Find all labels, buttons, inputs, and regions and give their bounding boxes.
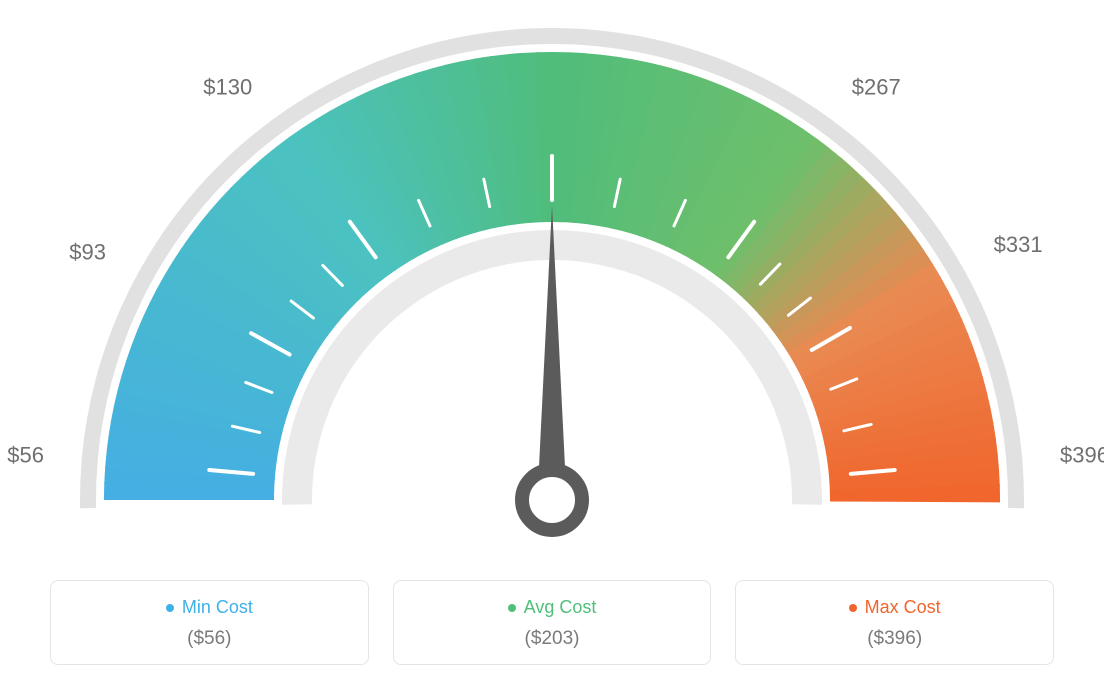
legend-title-min: Min Cost (63, 597, 356, 618)
svg-text:$267: $267 (852, 74, 901, 99)
legend-row: Min Cost ($56) Avg Cost ($203) Max Cost … (0, 580, 1104, 665)
legend-card-min: Min Cost ($56) (50, 580, 369, 665)
svg-text:$396: $396 (1060, 443, 1104, 468)
gauge-chart: $56 $93 $130 $203 $267 $331 $396 (0, 0, 1104, 560)
legend-dot-avg (508, 604, 516, 612)
svg-text:$331: $331 (994, 232, 1043, 257)
legend-value-min: ($56) (63, 628, 356, 650)
legend-label-min: Min Cost (182, 597, 253, 618)
legend-dot-max (849, 604, 857, 612)
legend-card-avg: Avg Cost ($203) (393, 580, 712, 665)
legend-label-avg: Avg Cost (524, 597, 597, 618)
legend-dot-min (166, 604, 174, 612)
svg-text:$203: $203 (528, 0, 577, 2)
legend-card-max: Max Cost ($396) (735, 580, 1054, 665)
svg-text:$130: $130 (203, 74, 252, 99)
legend-title-max: Max Cost (748, 597, 1041, 618)
legend-title-avg: Avg Cost (406, 597, 699, 618)
svg-text:$93: $93 (69, 240, 106, 265)
svg-text:$56: $56 (7, 443, 44, 468)
legend-value-avg: ($203) (406, 628, 699, 650)
legend-value-max: ($396) (748, 628, 1041, 650)
legend-label-max: Max Cost (865, 597, 941, 618)
